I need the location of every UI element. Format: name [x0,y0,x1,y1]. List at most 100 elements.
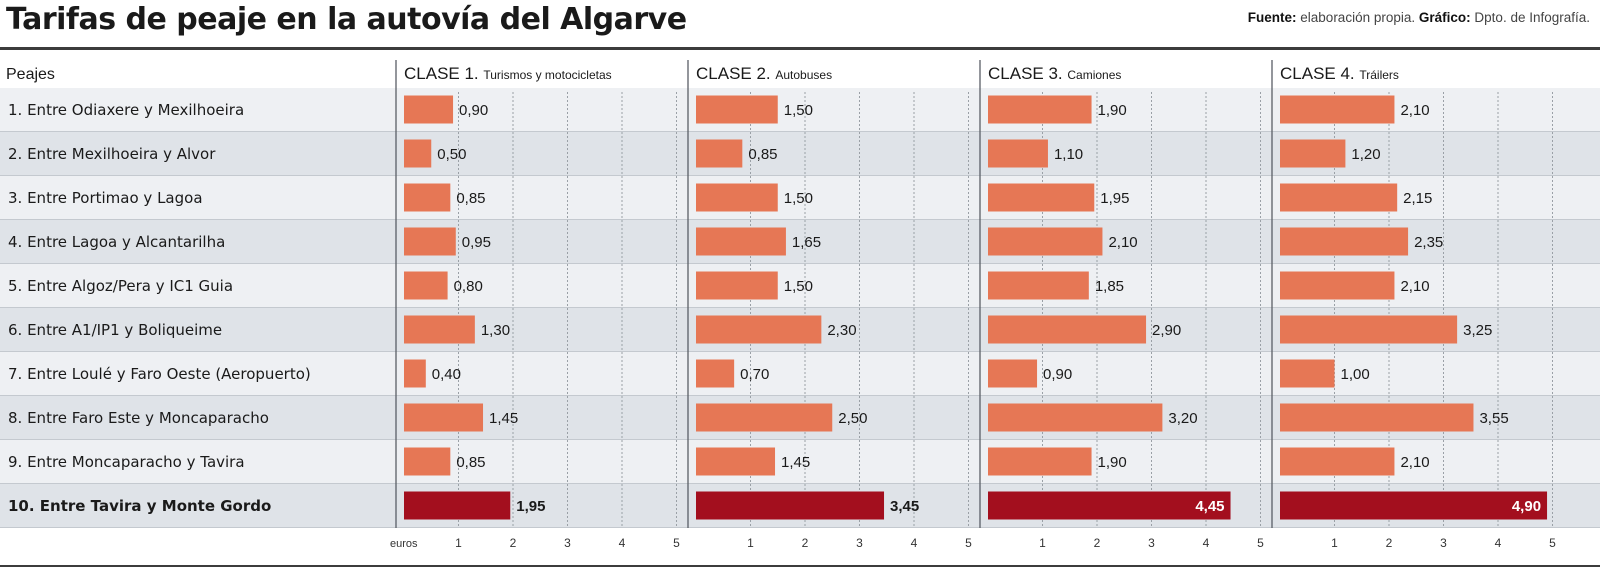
class-subtitle: Turismos y motocicletas [483,68,611,82]
bar [988,403,1163,432]
bar [696,95,778,124]
bar [696,359,735,388]
x-tick-label: 1 [1331,536,1338,550]
x-tick-label: 3 [856,536,863,550]
credit-graphic-label: Gráfico: [1418,10,1471,25]
bar [1280,227,1409,256]
x-tick-label: 3 [1440,536,1447,550]
x-tick-label: 4 [619,536,626,550]
x-tick-label: 4 [911,536,918,550]
credit-source-label: Fuente: [1247,10,1297,25]
bar [404,447,451,476]
bar [988,139,1048,168]
x-tick-label: 1 [1039,536,1046,550]
bar-value-label: 1,00 [1341,366,1370,383]
row-label: 5. Entre Algoz/Pera y IC1 Guia [8,277,233,295]
x-tick-label: 5 [965,536,972,550]
row-label: 10. Entre Tavira y Monte Gordo [8,497,271,515]
bar-value-label: 1,45 [489,410,518,427]
bar-value-label: 1,50 [784,190,813,207]
bar [404,315,475,344]
bar [404,359,426,388]
bar-value-label: 1,95 [1100,190,1129,207]
bar [988,315,1147,344]
bar [696,139,743,168]
bar [696,447,776,476]
x-tick-label: 1 [455,536,462,550]
bar-value-label: 1,85 [1095,278,1124,295]
class-name: CLASE 2. [696,64,775,83]
x-tick-label: 2 [1386,536,1393,550]
bar-value-label: 2,90 [1152,322,1181,339]
x-tick-label: 5 [1549,536,1556,550]
row-label: 8. Entre Faro Este y Moncaparacho [8,409,269,427]
bar [404,227,456,256]
x-tick-label: 4 [1495,536,1502,550]
bar-value-label: 2,35 [1414,234,1443,251]
x-tick-label: 2 [510,536,517,550]
row-header-peajes: Peajes [6,66,55,83]
bar-value-label: 2,10 [1400,102,1429,119]
row-label: 7. Entre Loulé y Faro Oeste (Aeropuerto) [8,365,311,383]
x-tick-label: 3 [564,536,571,550]
chart-credit: Fuente: elaboración propia. Gráfico: Dpt… [1248,10,1590,25]
credit-graphic-value: Dpto. de Infografía. [1474,10,1590,25]
bar [1280,315,1458,344]
class-subtitle: Camiones [1067,68,1121,82]
class-header: CLASE 4. Tráilers [1280,64,1399,83]
row-label: 6. Entre A1/IP1 y Boliqueime [8,321,222,339]
bar [1280,271,1395,300]
bar-value-label: 2,50 [838,410,867,427]
bar-value-label: 0,90 [1043,366,1072,383]
class-name: CLASE 4. [1280,64,1359,83]
bar [988,95,1092,124]
bar [696,491,885,520]
bar-value-label: 4,45 [1195,498,1224,515]
bar-value-label: 0,85 [456,190,485,207]
bar-value-label: 1,30 [481,322,510,339]
row-label: 9. Entre Moncaparacho y Tavira [8,453,245,471]
axis-unit-label: euros [390,538,418,550]
bar-value-label: 4,90 [1512,498,1541,515]
bar [696,227,786,256]
x-tick-label: 5 [673,536,680,550]
class-header: CLASE 2. Autobuses [696,64,832,83]
bar-value-label: 1,10 [1054,146,1083,163]
x-tick-label: 4 [1203,536,1210,550]
bar-value-label: 3,55 [1479,410,1508,427]
bar-value-label: 0,80 [454,278,483,295]
bar-value-label: 0,85 [748,146,777,163]
bar [404,271,448,300]
bar [988,227,1103,256]
bar [696,315,822,344]
bar [988,491,1231,520]
bar-value-label: 1,20 [1351,146,1380,163]
class-subtitle: Autobuses [775,68,832,82]
chart-title: Tarifas de peaje en la autovía del Algar… [6,2,687,37]
x-tick-label: 5 [1257,536,1264,550]
bar-value-label: 0,85 [456,454,485,471]
bar-value-label: 0,90 [459,102,488,119]
class-header: CLASE 1. Turismos y motocicletas [404,64,612,83]
bar [988,447,1092,476]
row-label: 1. Entre Odiaxere y Mexilhoeira [8,101,244,119]
bar [696,271,778,300]
bar [404,403,484,432]
bar-value-label: 1,90 [1098,454,1127,471]
bar [404,95,454,124]
class-subtitle: Tráilers [1359,68,1399,82]
bar-value-label: 3,20 [1168,410,1197,427]
bar-value-label: 1,95 [516,498,545,515]
bar [1280,447,1395,476]
bar-value-label: 1,90 [1098,102,1127,119]
bar-value-label: 0,70 [740,366,769,383]
bar-value-label: 1,50 [784,278,813,295]
bar-value-label: 0,50 [437,146,466,163]
row-label: 2. Entre Mexilhoeira y Alvor [8,145,216,163]
bar [1280,491,1548,520]
bar-value-label: 1,50 [784,102,813,119]
bar-value-label: 0,95 [462,234,491,251]
row-label: 4. Entre Lagoa y Alcantarilha [8,233,225,251]
bar [988,183,1095,212]
